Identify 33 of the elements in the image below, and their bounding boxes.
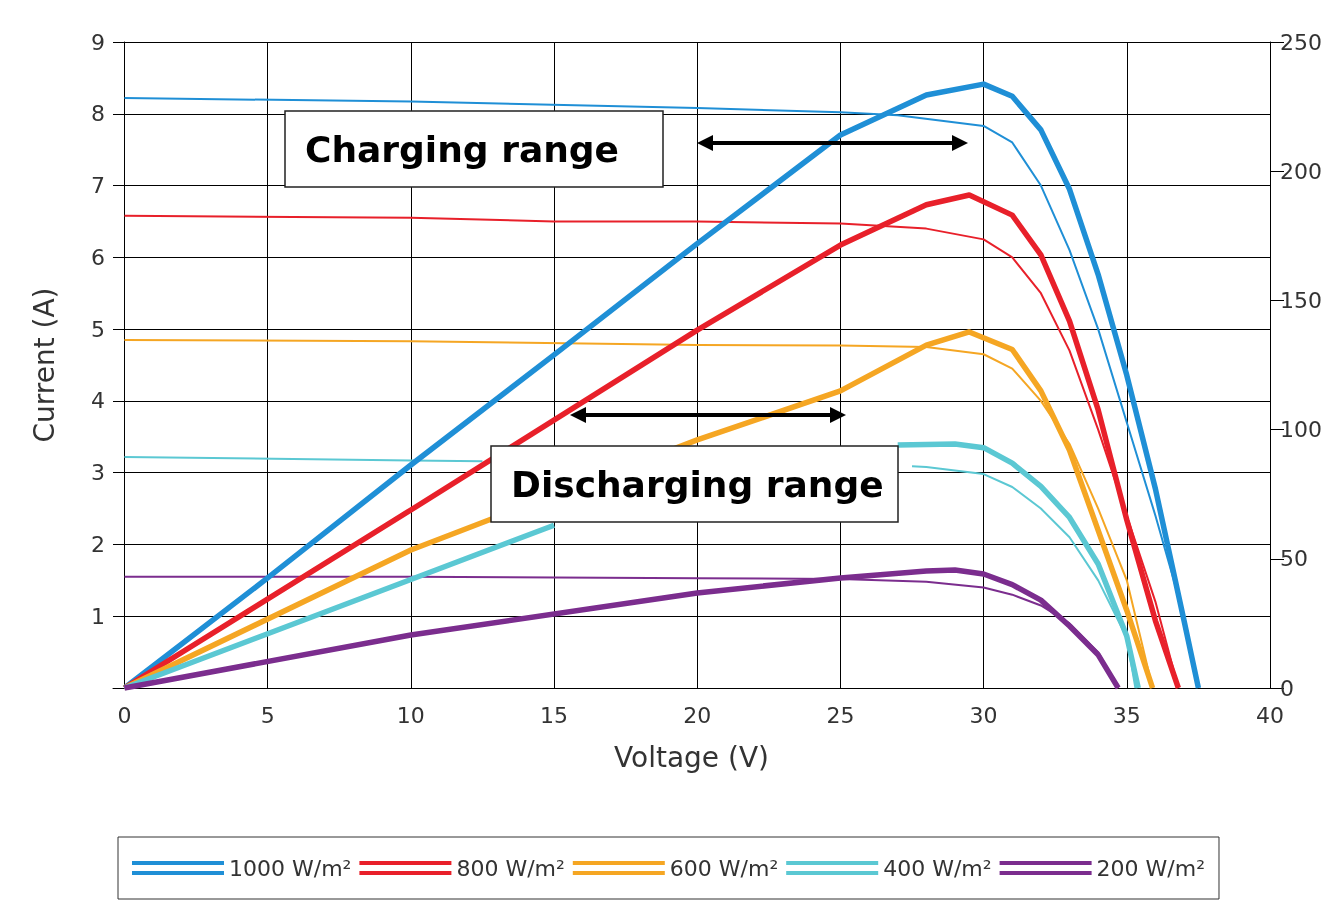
y-tick-label: 9 [91,29,105,55]
legend-label: 600 W/m² [669,855,779,881]
x-tick-label: 15 [540,702,569,728]
y-tick-label: 6 [91,244,105,270]
x-tick-label: 20 [683,702,712,728]
annotation: Charging range [305,128,619,170]
x-tick-label: 25 [826,702,855,728]
annotation: Discharging range [511,463,884,505]
y-tick-label: 7 [91,173,105,199]
y-tick-label: 5 [91,316,105,342]
y-tick-label: 1 [91,603,105,629]
x-tick-label: 5 [260,702,275,728]
x-axis-title: Voltage (V) [614,740,769,774]
y2-tick-label: 100 [1280,417,1322,443]
x-tick-label: 30 [969,702,998,728]
legend-label: 1000 W/m² [229,855,352,881]
y-tick-label: 2 [91,531,105,557]
y2-tick-label: 50 [1280,546,1308,572]
y-tick-label: 8 [91,101,105,127]
legend-label: 400 W/m² [883,855,992,881]
y2-tick-label: 0 [1280,675,1294,701]
y2-tick-label: 250 [1280,29,1322,55]
x-tick-label: 0 [117,702,132,728]
x-tick-label: 40 [1256,702,1284,728]
y-axis-title: Current (A) [27,287,61,443]
y-tick-label: 3 [91,460,105,486]
y2-tick-label: 150 [1280,287,1322,313]
y-tick-label: 4 [91,388,105,414]
y2-tick-label: 200 [1280,158,1322,184]
legend-label: 800 W/m² [456,855,565,881]
x-tick-label: 35 [1112,702,1141,728]
legend-label: 200 W/m² [1096,855,1205,881]
x-tick-label: 10 [396,702,425,728]
